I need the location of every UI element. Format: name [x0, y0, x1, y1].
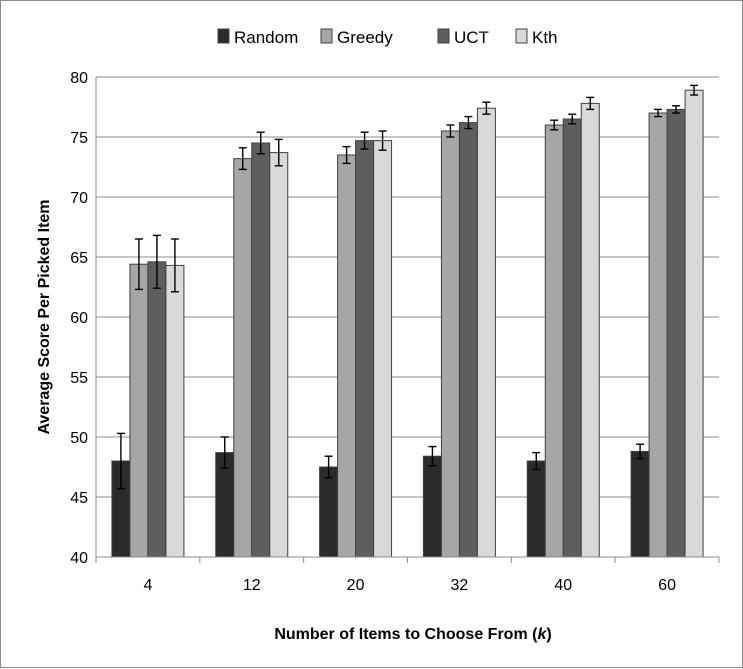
- legend-swatch-uct: [437, 28, 450, 44]
- bar-uct: [147, 261, 167, 558]
- bar-random: [422, 455, 442, 558]
- bar-kth: [269, 152, 289, 558]
- bar-random: [526, 460, 546, 558]
- x-tick-label: 12: [243, 577, 261, 594]
- axes: [95, 77, 720, 563]
- y-tick-label: 75: [70, 130, 88, 147]
- error-bars: [116, 84, 699, 490]
- bar-greedy: [544, 124, 564, 558]
- bar-uct: [251, 142, 271, 558]
- bar-random: [319, 466, 339, 558]
- x-tick-label: 4: [143, 577, 152, 594]
- bar-greedy: [337, 154, 357, 558]
- y-tick-label: 60: [70, 310, 88, 327]
- bar-uct: [355, 140, 375, 558]
- gridlines: [96, 76, 719, 558]
- legend-label-kth: Kth: [532, 28, 558, 47]
- legend-label-greedy: Greedy: [337, 28, 393, 47]
- bar-uct: [562, 118, 582, 558]
- x-tick-label: 20: [347, 577, 365, 594]
- bar-random: [630, 450, 650, 558]
- y-tick-label: 45: [70, 490, 88, 507]
- bar-kth: [373, 140, 393, 558]
- y-tick-label: 65: [70, 250, 88, 267]
- y-tick-label: 70: [70, 190, 88, 207]
- y-axis-label: Average Score Per Picked Item: [36, 199, 53, 434]
- bar-uct: [666, 108, 686, 558]
- legend-swatch-greedy: [320, 28, 333, 44]
- y-tick-label: 50: [70, 430, 88, 447]
- bar-uct: [458, 122, 478, 558]
- bar-greedy: [233, 158, 253, 558]
- legend-label-uct: UCT: [454, 28, 489, 47]
- x-tick-label: 32: [451, 577, 469, 594]
- bar-kth: [165, 264, 185, 558]
- tick-labels: 40 45 50 55 60 65 70 75 80 4 12 20 32 40 60: [70, 70, 676, 594]
- bars: [111, 89, 704, 558]
- legend-swatch-random: [217, 28, 230, 44]
- bar-greedy: [440, 130, 460, 558]
- y-tick-label: 80: [70, 70, 88, 87]
- legend-label-random: Random: [234, 28, 298, 47]
- legend-swatch-kth: [515, 28, 528, 44]
- x-tick-label: 40: [554, 577, 572, 594]
- bar-kth: [684, 89, 704, 558]
- bar-greedy: [648, 112, 668, 558]
- y-tick-label: 55: [70, 370, 88, 387]
- bar-kth: [476, 107, 496, 558]
- x-tick-label: 60: [658, 577, 676, 594]
- x-axis-label: Number of Items to Choose From (k): [274, 626, 551, 643]
- bar-greedy: [129, 263, 149, 558]
- legend: Random Greedy UCT Kth: [217, 28, 558, 47]
- y-tick-label: 40: [70, 550, 88, 567]
- bar-kth: [580, 102, 600, 558]
